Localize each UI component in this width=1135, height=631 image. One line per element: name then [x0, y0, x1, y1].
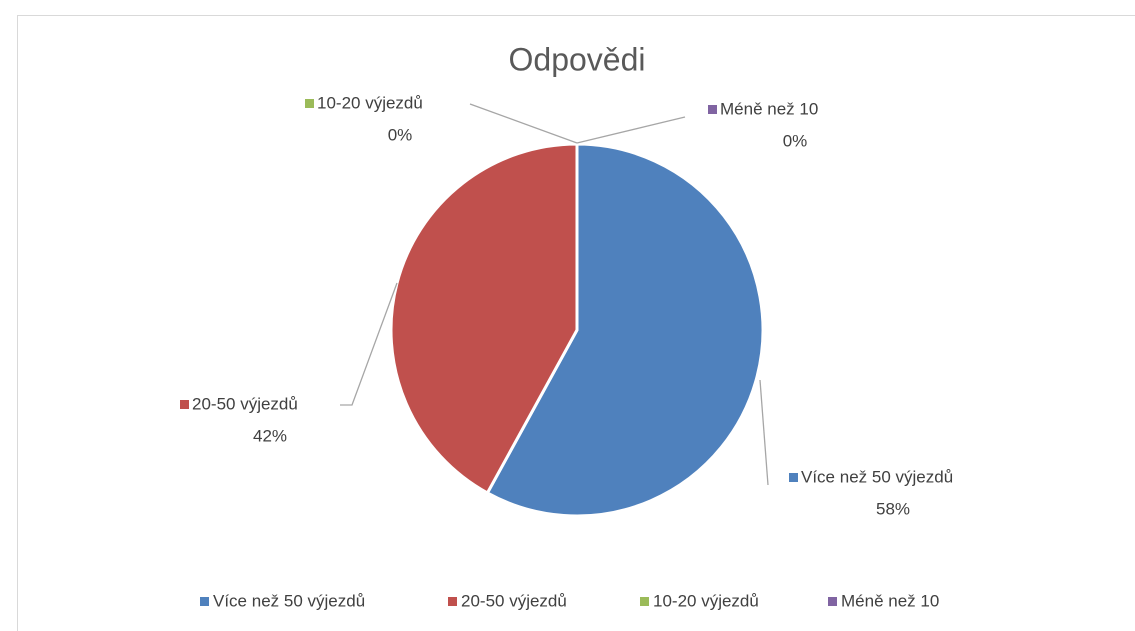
label-swatch: [180, 400, 189, 409]
data-label-name: Méně než 10: [720, 99, 818, 118]
data-label-name: 20-50 výjezdů: [192, 394, 298, 413]
label-swatch: [708, 105, 717, 114]
label-swatch: [305, 99, 314, 108]
data-label: 42%: [253, 426, 287, 445]
data-label: 58%: [876, 499, 910, 518]
legend-swatch: [200, 597, 209, 606]
chart-title: Odpovědi: [509, 41, 646, 77]
data-label: 0%: [388, 125, 413, 144]
leader-line: [576, 116, 686, 144]
legend-swatch: [828, 597, 837, 606]
label-swatch: [789, 473, 798, 482]
pie-slice: [485, 142, 765, 518]
leader-line: [469, 103, 578, 144]
legend-label: 10-20 výjezdů: [653, 591, 759, 610]
legend-swatch: [640, 597, 649, 606]
legend-swatch: [448, 597, 457, 606]
legend-label: Méně než 10: [841, 591, 939, 610]
leader-line: [340, 282, 398, 406]
legend-label: 20-50 výjezdů: [461, 591, 567, 610]
data-label: 0%: [783, 131, 808, 150]
data-label-name: Více než 50 výjezdů: [801, 467, 953, 486]
legend-label: Více než 50 výjezdů: [213, 591, 365, 610]
data-label-name: 10-20 výjezdů: [317, 93, 423, 112]
leader-line: [759, 379, 769, 486]
